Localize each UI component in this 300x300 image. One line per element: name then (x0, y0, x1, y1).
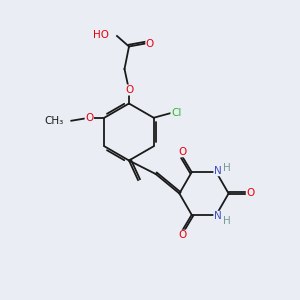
Text: O: O (178, 147, 187, 157)
Text: HO: HO (94, 29, 109, 40)
Text: O: O (178, 230, 187, 240)
Text: O: O (146, 38, 154, 49)
Text: O: O (85, 113, 93, 123)
Text: Cl: Cl (171, 108, 181, 118)
Text: O: O (125, 85, 133, 95)
Text: O: O (246, 188, 255, 199)
Text: N: N (214, 211, 222, 221)
Text: CH₃: CH₃ (45, 116, 64, 126)
Text: H: H (223, 163, 231, 173)
Text: H: H (223, 216, 231, 226)
Text: N: N (214, 166, 222, 176)
